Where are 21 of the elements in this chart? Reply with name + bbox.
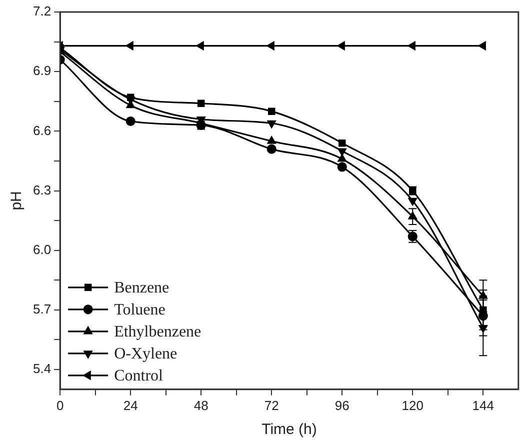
legend-label: O-Xylene <box>114 346 178 363</box>
legend-label: Ethylbenzene <box>114 324 202 341</box>
legend-label: Benzene <box>114 280 170 297</box>
y-tick-label: 5.4 <box>32 361 52 376</box>
x-tick-label: 96 <box>334 398 350 413</box>
x-tick-label: 48 <box>194 398 208 413</box>
legend-label: Control <box>114 368 164 385</box>
y-tick-label: 7.2 <box>32 4 52 19</box>
y-tick-label: 6.6 <box>32 122 52 138</box>
x-tick-label: 144 <box>472 398 494 413</box>
y-axis-title: pH <box>8 191 26 210</box>
x-tick-label: 120 <box>402 398 424 413</box>
x-axis-title: Time (h) <box>262 421 317 438</box>
y-tick-label: 6.9 <box>32 63 52 78</box>
x-tick-label: 72 <box>264 398 279 413</box>
y-tick-label: 5.7 <box>32 302 52 317</box>
legend-label: Toluene <box>114 302 166 319</box>
x-tick-label: 24 <box>123 398 138 413</box>
y-tick-label: 6.0 <box>32 242 52 257</box>
x-tick-label: 0 <box>56 398 64 413</box>
y-tick-label: 6.3 <box>32 182 52 198</box>
